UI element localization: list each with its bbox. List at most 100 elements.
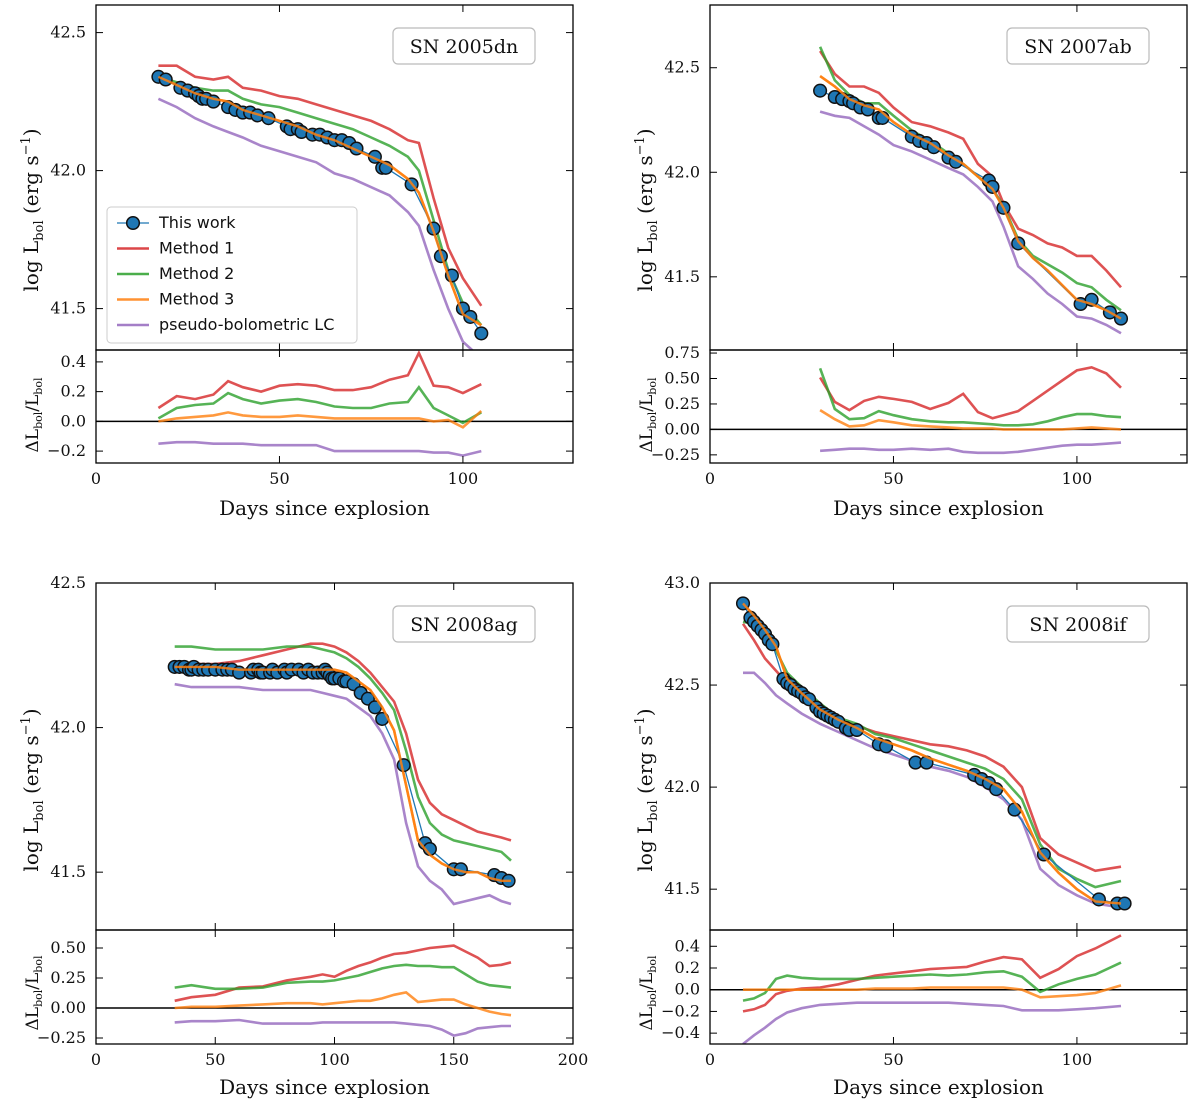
x-tick-label: 0 — [91, 1050, 101, 1069]
residual-y-axis-label: ΔLbol/Lbol — [23, 377, 45, 452]
main-plot-area — [167, 642, 516, 906]
y-axis-label: log Lbol (erg s−1) — [633, 128, 661, 291]
panel-title-box: SN 2005dn — [392, 27, 536, 65]
residual-y-tick-label: 0.2 — [675, 958, 700, 977]
panel-title-box: SN 2008ag — [392, 605, 536, 643]
x-tick-label: 50 — [883, 1050, 903, 1069]
residual-plot-area — [710, 365, 1187, 455]
legend-label: pseudo-bolometric LC — [159, 315, 334, 334]
series-line-method-1 — [174, 642, 512, 842]
x-tick-label: 200 — [558, 1050, 589, 1069]
x-axis-label: Days since explosion — [833, 1075, 1044, 1099]
x-tick-label: 150 — [438, 1050, 469, 1069]
residual-line-pseudo-bolometric-lc — [158, 440, 482, 457]
y-axis-label: log Lbol (erg s−1) — [19, 128, 47, 291]
residual-y-axis-label: ΔLbol/Lbol — [637, 955, 659, 1030]
data-point-this-work — [985, 179, 1000, 194]
legend-label: This work — [158, 213, 236, 232]
x-tick-label: 100 — [1062, 1050, 1093, 1069]
residual-line-method-3 — [743, 984, 1122, 999]
x-tick-label: 0 — [91, 469, 101, 488]
series-line-pseudo-bolometric-lc — [819, 110, 1122, 335]
data-point-this-work — [1091, 892, 1106, 907]
residual-y-tick-label: 0.25 — [664, 394, 700, 413]
y-axis-label: log Lbol (erg s−1) — [633, 708, 661, 871]
y-axis-label: log Lbol (erg s−1) — [19, 708, 47, 871]
residual-y-tick-label: −0.25 — [37, 1028, 86, 1047]
residual-y-tick-label: −0.25 — [651, 445, 700, 464]
x-axis-label: Days since explosion — [219, 496, 430, 520]
panel-title-box: SN 2007ab — [1006, 27, 1150, 65]
residual-plot-area — [710, 934, 1187, 1044]
x-tick-label: 50 — [269, 469, 289, 488]
panel-sn-2007ab: 41.5 42.0 42.5 SN 2007ab log Lbol (erg s−1) −… — [633, 4, 1188, 520]
series-line-method-2 — [158, 75, 483, 327]
panel-title: SN 2008if — [1029, 614, 1128, 636]
x-tick-label: 0 — [705, 1050, 715, 1069]
y-tick-label: 42.5 — [664, 675, 700, 694]
panel-sn-2008ag: 41.5 42.0 42.5 SN 2008ag log Lbol (erg s−1) −… — [19, 573, 588, 1099]
residual-y-tick-label: 0.00 — [50, 998, 86, 1017]
x-tick-label: 100 — [448, 469, 479, 488]
x-tick-label: 50 — [883, 469, 903, 488]
panel-title-frame — [392, 605, 536, 643]
y-tick-label: 41.5 — [50, 299, 86, 318]
y-tick-label: 42.0 — [50, 718, 86, 737]
residual-axes-frame — [709, 929, 1188, 1045]
legend-label: Method 3 — [159, 290, 234, 309]
residual-line-method-3 — [158, 410, 483, 429]
residual-line-pseudo-bolometric-lc — [742, 1001, 1122, 1044]
main-plot-area — [735, 596, 1132, 911]
series-line-method-1 — [741, 623, 1122, 873]
x-tick-label: 50 — [205, 1050, 225, 1069]
y-tick-label: 41.5 — [664, 267, 700, 286]
residual-plot-area — [96, 350, 573, 457]
residual-line-pseudo-bolometric-lc — [174, 1018, 511, 1037]
panel-title: SN 2007ab — [1024, 36, 1132, 58]
series-line-method-3-overlay — [742, 602, 1122, 905]
residual-y-tick-label: 0.0 — [675, 980, 700, 999]
residual-y-tick-label: −0.2 — [661, 1001, 700, 1020]
series-line-method-2 — [174, 645, 512, 862]
series-line-pseudo-bolometric-lc — [174, 682, 512, 906]
residual-line-method-2 — [174, 963, 512, 991]
panel-title-frame — [1006, 27, 1150, 65]
x-tick-label: 100 — [319, 1050, 350, 1069]
residual-y-tick-label: 0.25 — [50, 968, 86, 987]
y-tick-label: 41.5 — [664, 879, 700, 898]
y-tick-label: 42.5 — [664, 58, 700, 77]
residual-line-method-2 — [818, 367, 1122, 427]
data-point-this-work — [813, 83, 828, 98]
panel-title: SN 2008ag — [410, 614, 518, 636]
series-line-method-1 — [158, 64, 483, 307]
x-axis-label: Days since explosion — [219, 1075, 430, 1099]
y-tick-label: 42.0 — [50, 161, 86, 180]
legend-marker-this-work — [125, 215, 141, 231]
residual-y-tick-label: 0.0 — [61, 411, 86, 430]
y-tick-label: 42.0 — [664, 162, 700, 181]
main-plot-area — [151, 64, 489, 350]
panel-title: SN 2005dn — [410, 36, 518, 58]
residual-y-axis-label: ΔLbol/Lbol — [637, 377, 659, 452]
residual-line-method-3 — [819, 408, 1122, 431]
residual-y-tick-label: 0.4 — [61, 352, 86, 371]
series-line-method-3-overlay — [157, 75, 482, 327]
panel-sn-2005dn: 41.5 42.0 42.5 SN 2005dn log Lbol (erg s−1) −… — [19, 4, 574, 520]
legend: This work Method 1 Method 2 Method 3 pseudo-… — [106, 206, 358, 344]
residual-plot-area — [96, 944, 573, 1037]
residual-y-axis-label: ΔLbol/Lbol — [23, 955, 45, 1030]
residual-line-method-2 — [157, 384, 482, 425]
y-tick-label: 42.5 — [50, 573, 86, 592]
residual-line-method-1 — [174, 944, 512, 1003]
legend-label: Method 2 — [159, 264, 234, 283]
series-line-method-1 — [819, 50, 1122, 289]
residual-line-method-3 — [174, 991, 512, 1017]
residual-line-method-2 — [742, 961, 1122, 1002]
residual-axes-frame — [709, 349, 1188, 464]
series-line-method-3-overlay — [819, 75, 1122, 320]
x-axis-label: Days since explosion — [833, 496, 1044, 520]
residual-line-method-1 — [742, 934, 1122, 1013]
residual-axes-frame — [95, 349, 574, 464]
series-line-pseudo-bolometric-lc — [157, 97, 475, 350]
